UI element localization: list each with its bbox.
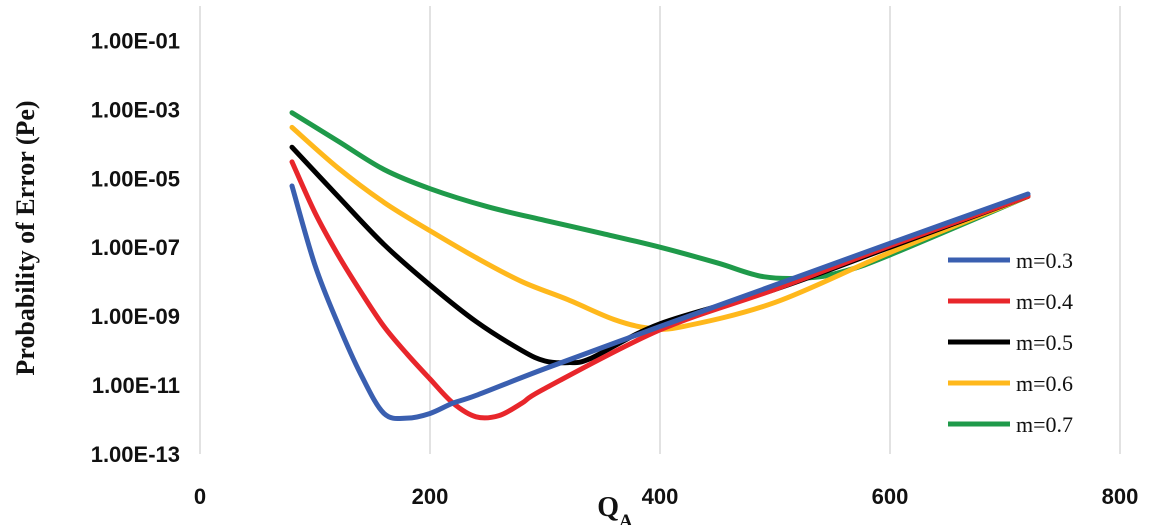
- series-line-m-0-3: [289, 183, 1031, 422]
- x-tick-label: 400: [642, 484, 679, 509]
- legend-label: m=0.7: [1016, 412, 1073, 437]
- y-tick-label: 1.00E-05: [91, 166, 180, 191]
- series-lines: [289, 110, 1031, 422]
- legend-label: m=0.3: [1016, 248, 1073, 273]
- legend-label: m=0.6: [1016, 371, 1073, 396]
- series-line-m-0-4: [289, 159, 1031, 421]
- legend: m=0.3 m=0.4 m=0.5 m=0.6 m=0.7: [942, 238, 1112, 444]
- y-tick-label: 1.00E-03: [91, 97, 180, 122]
- x-tick-label: 600: [872, 484, 909, 509]
- legend-label: m=0.5: [1016, 330, 1073, 355]
- y-tick-label: 1.00E-09: [91, 304, 180, 329]
- series-line-m-0-6: [289, 124, 1031, 332]
- x-tick-label: 200: [412, 484, 449, 509]
- x-tick-label: 800: [1102, 484, 1139, 509]
- x-axis-label: QA: [597, 492, 633, 525]
- y-axis-label: Probability of Error (Pe): [11, 100, 40, 375]
- y-tick-label: 1.00E-01: [91, 28, 180, 53]
- x-axis-ticks: 0 200 400 600 800: [194, 484, 1138, 509]
- y-tick-label: 1.00E-07: [91, 235, 180, 260]
- y-tick-label: 1.00E-11: [92, 373, 180, 398]
- y-axis-ticks: 1.00E-13 1.00E-11 1.00E-09 1.00E-07 1.00E-05…: [91, 28, 180, 467]
- y-tick-label: 1.00E-13: [91, 442, 180, 467]
- x-tick-label: 0: [194, 484, 206, 509]
- legend-label: m=0.4: [1016, 289, 1073, 314]
